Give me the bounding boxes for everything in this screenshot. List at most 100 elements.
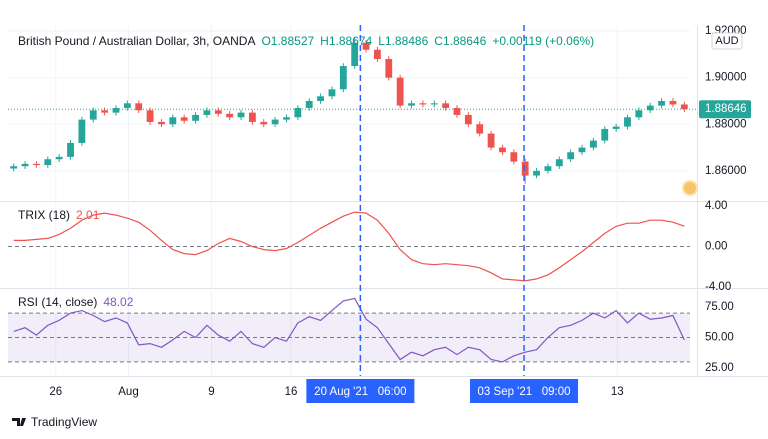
candle-body [271, 119, 279, 125]
candle-body [78, 119, 86, 143]
indicator-legend: TRIX (18) 2.01 [18, 208, 100, 222]
candle-body [214, 110, 222, 114]
candle-body [294, 107, 302, 118]
candle-body [408, 103, 415, 106]
candle-body [328, 89, 336, 97]
candle-body [237, 112, 245, 118]
candle-body [658, 100, 665, 106]
candle-body [567, 152, 575, 160]
candle-body [510, 152, 518, 162]
indicator-line [13, 297, 685, 363]
candle-body [67, 142, 74, 157]
candle-body [158, 121, 165, 125]
x-tick-label: Aug [118, 386, 138, 398]
candle-body [339, 66, 347, 90]
candle-body [521, 161, 529, 176]
y-tick-label: 50.00 [705, 332, 734, 344]
candle-body [430, 103, 438, 105]
candle-body [260, 121, 268, 125]
chart-layer: 26 Aug 9 16 13 1.86000 1.88000 1.90000 1.92000 1.… [0, 25, 768, 403]
candle-body [396, 77, 404, 106]
y-tick-label: 1.90000 [705, 72, 747, 84]
candle-body [612, 126, 620, 129]
candle-body [476, 124, 484, 134]
last-price-box [699, 100, 751, 119]
candle-body [135, 103, 143, 111]
y-tick-label: 25.00 [705, 362, 734, 374]
candle-body [101, 110, 109, 113]
candle-body [33, 163, 40, 166]
flag-icon [682, 180, 698, 196]
candle-body [578, 147, 586, 153]
ohlc-label: H1.88674 [320, 34, 372, 48]
candle-body [499, 147, 506, 153]
y-tick-label: -4.00 [705, 281, 731, 293]
last-price-label: 1.88646 [705, 103, 747, 115]
brand: TradingView [31, 415, 97, 429]
candle-body [317, 96, 324, 101]
candle-body [21, 163, 29, 167]
candle-body [464, 114, 472, 125]
indicator-line [13, 211, 685, 282]
y-tick-label: 0.00 [705, 241, 727, 253]
ohlc-label: O1.88527 [261, 34, 314, 48]
branding: TradingView [12, 415, 97, 429]
candle-body [89, 110, 97, 120]
candle-body [44, 159, 52, 166]
chart-title: British Pound / Australian Dollar, 3h, O… [18, 34, 255, 48]
candle-body [624, 117, 631, 127]
y-tick-label: 1.92000 [705, 25, 747, 37]
candle-body [169, 117, 177, 125]
currency-box [711, 32, 743, 50]
crosshair-label: 03 Sep '21 09:00 [478, 386, 571, 398]
ohlc-label: +0.00119 (+0.06%) [492, 34, 594, 48]
candle-body [180, 117, 188, 121]
indicator-name: RSI (14, close) [18, 295, 97, 309]
candle-body [544, 166, 552, 171]
y-tick-label: 1.88000 [705, 118, 747, 130]
candle-body [203, 110, 211, 115]
crosshair-label-box [306, 379, 415, 403]
candle-body [192, 114, 199, 121]
indicator-name: TRIX (18) [18, 208, 70, 222]
candle-body [601, 128, 609, 141]
candle-body [669, 100, 677, 105]
ohlc-label: L1.88486 [378, 34, 428, 48]
candle-body [112, 107, 120, 113]
candle-body [248, 112, 256, 122]
candle-body [487, 133, 495, 148]
indicator-value: 2.01 [76, 208, 100, 222]
candle-body [362, 42, 370, 50]
ohlc-label: C1.88646 [434, 34, 486, 48]
candle-body [680, 104, 688, 110]
candle-body [374, 49, 381, 60]
candle-body [351, 42, 359, 67]
candle-body [55, 156, 63, 160]
candle-body [305, 100, 313, 108]
candle-body [589, 140, 597, 148]
candle-body [533, 170, 540, 176]
indicator-value: 48.02 [103, 295, 133, 309]
x-tick-label: 16 [285, 386, 298, 398]
candle-body [226, 113, 234, 118]
logo [12, 418, 26, 426]
y-tick-label: 75.00 [705, 301, 734, 313]
candle-body [146, 110, 154, 122]
x-tick-label: 9 [208, 386, 214, 398]
crosshair-label: 20 Aug '21 06:00 [314, 386, 406, 398]
y-tick-label: 1.86000 [705, 165, 747, 177]
y-tick-label: 4.00 [705, 200, 727, 212]
candle-body [635, 110, 643, 118]
x-tick-label: 13 [611, 386, 624, 398]
candle-body [442, 103, 450, 108]
candle-body [646, 105, 654, 111]
indicator-legend: RSI (14, close) 48.02 [18, 295, 134, 309]
currency-label: AUD [715, 35, 738, 47]
candle-body [555, 159, 563, 167]
candle-body [123, 103, 131, 108]
candle-body [10, 166, 18, 169]
candle-body [419, 103, 427, 105]
candle-body [283, 117, 290, 120]
